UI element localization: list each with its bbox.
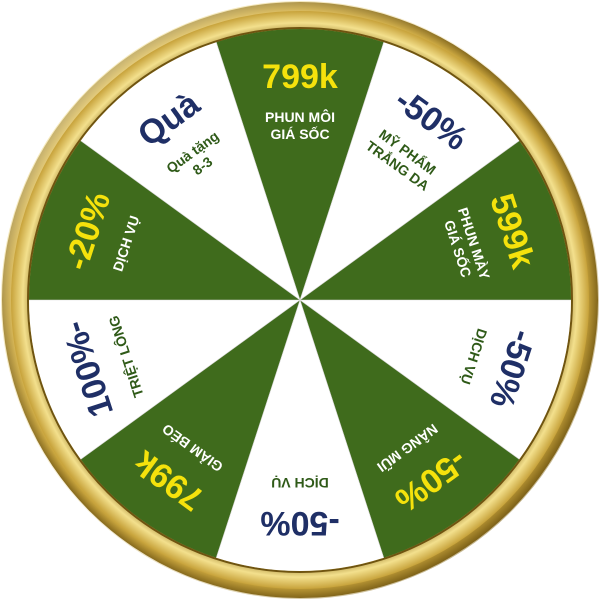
wheel-segment [300, 300, 571, 460]
wheel-segment [80, 300, 300, 558]
wheel-segment [29, 300, 300, 460]
segment-divider [299, 299, 520, 460]
wheel-segment [216, 300, 384, 571]
segment-divider [299, 42, 385, 301]
wheel-segment [300, 42, 520, 301]
wheel-segment [300, 140, 571, 300]
wheel-segments [29, 29, 571, 571]
wheel-segment [29, 140, 300, 300]
wheel-segment [300, 300, 520, 558]
segment-divider [215, 42, 301, 301]
segment-prize-label: PHUN MÔI [265, 108, 335, 125]
segment-divider [80, 140, 301, 301]
segment-prize-label: DỊCH VỤ [271, 475, 329, 491]
segment-divider [299, 140, 520, 301]
segment-divider [80, 299, 301, 460]
segment-prize-value: -50% [260, 504, 339, 542]
segment-divider [299, 299, 385, 558]
wheel-segment [80, 42, 300, 301]
wheel-segment [216, 29, 384, 301]
segment-prize-label: GIÁ SỐC [270, 125, 329, 142]
segment-prize-value: 799k [262, 58, 338, 96]
segment-divider [215, 299, 301, 558]
wheel-rim-inner-edge [27, 27, 573, 573]
segment-label-group: -50% DỊCH VỤ [260, 475, 339, 542]
